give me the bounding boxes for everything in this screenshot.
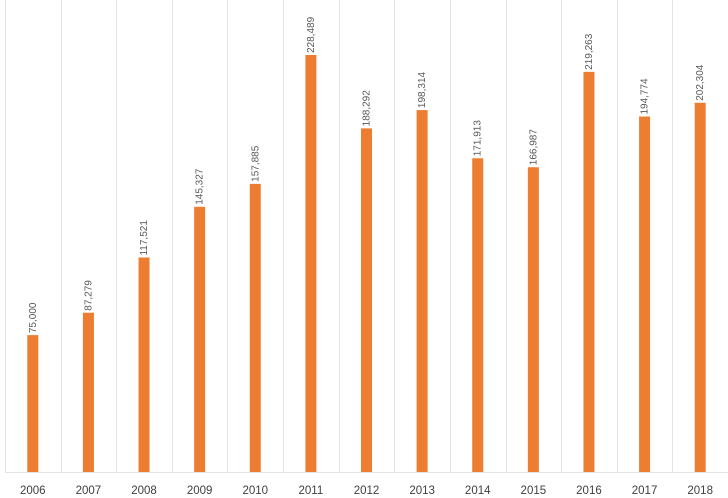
gridlines [5,0,728,473]
data-label-2010: 157,885 [250,145,261,182]
bar-2012 [361,128,372,473]
bar-2013 [416,110,428,472]
bar-2007 [82,312,94,472]
x-tick-2009: 2009 [187,485,213,497]
data-label-2007: 87,279 [83,280,94,311]
data-label-2014: 171,913 [473,120,484,157]
bar-2010 [249,183,261,472]
x-tick-2011: 2011 [299,485,324,497]
bar-2017 [639,116,651,472]
x-tick-2013: 2013 [409,485,435,497]
x-tick-2015: 2015 [521,485,547,497]
bar-2015 [527,167,539,472]
data-label-2016: 219,263 [584,33,595,70]
x-tick-2018: 2018 [687,485,713,497]
x-tick-2014: 2014 [465,485,491,497]
data-label-2011: 228,489 [306,16,317,53]
data-labels: 75,000 87,279 117,521 145,327 157,885 228,489… [28,16,706,333]
bar-2006 [27,335,39,472]
bar-2018 [694,102,706,473]
x-tick-2008: 2008 [131,485,157,497]
data-label-2008: 117,521 [139,220,150,256]
x-axis-tick-labels: 2006 2007 2008 2009 2010 2011 2012 2013 2014 2015… [20,485,713,497]
data-label-2017: 194,774 [640,78,651,115]
bar-2011 [305,55,317,472]
x-tick-2007: 2007 [76,485,102,497]
data-label-2009: 145,327 [195,168,206,205]
bar-2008 [138,257,150,472]
bars [27,55,706,473]
x-tick-2016: 2016 [576,485,602,497]
bar-2009 [194,206,206,472]
data-label-2015: 166,987 [528,129,539,166]
data-label-2012: 188,292 [362,90,373,127]
x-tick-2006: 2006 [20,485,46,497]
x-tick-2012: 2012 [354,485,380,497]
x-tick-2017: 2017 [632,485,658,497]
data-label-2018: 202,304 [695,64,706,101]
x-tick-2010: 2010 [242,485,268,497]
data-label-2013: 198,314 [417,71,428,108]
bar-2014 [472,158,484,472]
data-label-2006: 75,000 [28,302,39,333]
bar-2016 [583,71,595,472]
